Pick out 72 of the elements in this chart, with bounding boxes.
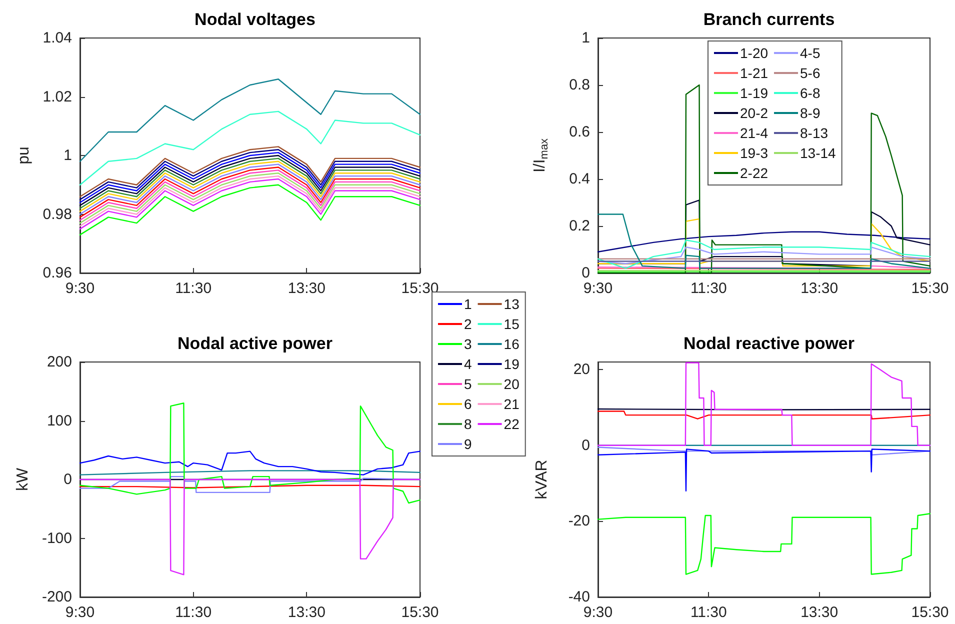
legend-label: 20	[504, 376, 520, 392]
y-tick-label: 0.98	[42, 206, 72, 223]
x-tick-label: 13:30	[800, 604, 838, 621]
y-tick-label: 20	[573, 361, 590, 378]
legend-label: 21	[504, 396, 520, 412]
legend-label: 4-5	[800, 45, 820, 61]
legend-label: 1-19	[740, 85, 768, 101]
x-tick-label: 9:30	[583, 604, 613, 621]
legend-label: 22	[504, 416, 520, 432]
legend-label: 19	[504, 356, 520, 372]
y-axis-title: kW	[14, 467, 32, 492]
legend-label: 16	[504, 336, 520, 352]
legend-label: 21-4	[740, 125, 768, 141]
legend-label: 6	[464, 396, 472, 412]
y-tick-label: 1.02	[42, 88, 72, 106]
legend-label: 8	[464, 416, 472, 432]
legend-label: 20-2	[740, 105, 768, 121]
x-tick-label: 11:30	[175, 280, 212, 297]
y-tick-label: -40	[568, 588, 590, 606]
legend-label: 6-8	[800, 85, 820, 101]
x-tick-label: 13:30	[288, 604, 326, 621]
y-axis-title: I/Imax	[532, 138, 550, 173]
chart-title: Nodal reactive power	[683, 334, 855, 353]
legend-label: 9	[464, 436, 472, 452]
x-tick-label: 15:30	[401, 604, 439, 621]
y-tick-label: 0.4	[569, 170, 590, 188]
y-tick-label: -20	[568, 512, 590, 530]
y-axis-title: pu	[15, 146, 32, 164]
chart-title: Nodal voltages	[194, 10, 316, 29]
legend-label: 5	[464, 376, 472, 392]
y-tick-label: 1.04	[42, 30, 72, 46]
legend-label: 1	[464, 296, 472, 312]
legend-label: 19-3	[740, 145, 768, 161]
chart-title: Branch currents	[703, 10, 835, 29]
y-tick-label: 0	[582, 264, 590, 282]
x-tick-label: 11:30	[690, 280, 727, 297]
y-tick-label: 0	[64, 471, 72, 488]
y-tick-label: -200	[42, 588, 72, 606]
y-tick-label: 1	[582, 30, 590, 46]
y-tick-label: 0.6	[569, 124, 590, 140]
legend-label: 13-14	[800, 145, 836, 161]
y-axis-title: kVAR	[534, 460, 550, 500]
x-tick-label: 15:30	[401, 280, 439, 297]
legend-label: 15	[504, 316, 520, 332]
y-tick-label: 0	[582, 436, 590, 454]
x-tick-label: 9:30	[583, 280, 613, 297]
x-tick-label: 11:30	[690, 604, 727, 621]
legend-label: 8-13	[800, 125, 828, 141]
legend-label: 4	[464, 356, 472, 372]
y-tick-label: 100	[46, 412, 72, 430]
y-tick-label: 0.8	[569, 76, 590, 94]
legend-label: 5-6	[800, 65, 820, 81]
legend-label: 3	[464, 336, 472, 352]
x-tick-label: 13:30	[288, 280, 326, 297]
legend-label: 8-9	[800, 105, 820, 121]
chart-title: Nodal active power	[178, 334, 333, 353]
legend-label: 1-20	[740, 45, 768, 61]
y-tick-label: 0.2	[569, 218, 590, 234]
x-tick-label: 13:30	[800, 280, 838, 297]
y-tick-label: 1	[64, 147, 72, 164]
x-tick-label: 15:30	[911, 604, 949, 621]
legend-label: 1-21	[740, 65, 768, 81]
legend-label: 2	[464, 316, 472, 332]
x-tick-label: 9:30	[65, 604, 95, 621]
legend-label: 2-22	[740, 165, 768, 181]
x-tick-label: 9:30	[65, 280, 95, 297]
legend-label: 13	[504, 296, 520, 312]
x-tick-label: 11:30	[175, 604, 212, 621]
y-tick-label: 0.96	[42, 264, 72, 282]
y-tick-label: -100	[42, 530, 72, 547]
y-tick-label: 200	[46, 354, 72, 370]
x-tick-label: 15:30	[911, 280, 949, 297]
